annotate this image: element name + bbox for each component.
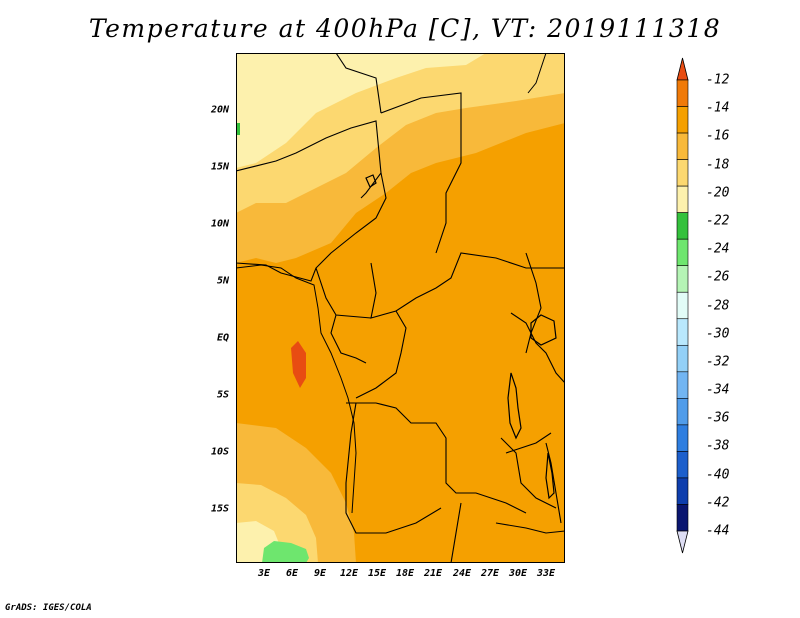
colorbar-swatch (676, 291, 689, 320)
colorbar-label: -12 (706, 72, 730, 88)
lat-tick-5s: 5S (216, 389, 229, 401)
lat-tick-15n: 15N (210, 161, 229, 173)
colorbar-swatch (676, 79, 689, 107)
lon-tick-9e: 9E (313, 568, 327, 579)
colorbar-label: -32 (706, 354, 730, 370)
colorbar-swatch (676, 344, 689, 373)
coastline (236, 264, 357, 514)
colorbar-label: -42 (706, 495, 730, 511)
colorbar-label: -22 (706, 213, 730, 229)
colorbar-label: -40 (706, 467, 730, 483)
colorbar-label: -38 (706, 438, 730, 454)
colorbar-swatch (676, 185, 689, 213)
lon-tick-18e: 18E (395, 568, 415, 579)
lake-malawi (545, 452, 555, 500)
colorbar-swatch (676, 318, 689, 346)
colorbar-label: -16 (706, 128, 730, 144)
lon-tick-27e: 27E (480, 568, 500, 579)
lake-victoria (530, 314, 557, 346)
lat-tick-10s: 10S (210, 446, 229, 458)
colorbar-swatch (676, 504, 689, 532)
lon-tick-30e: 30E (508, 568, 528, 579)
colorbar-label: -14 (706, 100, 730, 116)
lon-tick-21e: 21E (423, 568, 443, 579)
field-minus24 (262, 541, 309, 563)
field-minus12 (291, 341, 306, 388)
colorbar-swatch (676, 451, 689, 479)
colorbar-top-arrow (676, 57, 689, 81)
field-minus20 (236, 53, 486, 168)
field-minus18-patch (331, 111, 391, 138)
colorbar-swatch (676, 106, 689, 134)
colorbar-label: -28 (706, 298, 730, 313)
colorbar-label: -36 (706, 410, 730, 426)
colorbar-label: -20 (706, 185, 730, 201)
lon-tick-24e: 24E (452, 568, 472, 579)
map-title: Temperature at 400hPa [C], VT: 201911131… (88, 14, 722, 43)
colorbar-label: -30 (706, 326, 730, 342)
colorbar-swatch (676, 371, 689, 399)
lon-tick-15e: 15E (367, 568, 387, 579)
colorbar-label: -44 (706, 523, 730, 539)
map-frame (236, 53, 565, 563)
colorbar-swatch (676, 238, 689, 267)
colorbar-label: -34 (706, 382, 730, 398)
colorbar-bottom-arrow (676, 530, 689, 554)
lat-tick-20n: 20N (210, 104, 229, 116)
lat-tick-15s: 15S (210, 503, 229, 515)
colorbar-swatch (676, 212, 689, 240)
grads-credit: GrADS: IGES/COLA (5, 603, 92, 613)
colorbar-label: -26 (706, 269, 730, 285)
colorbar-swatch (676, 159, 689, 187)
lake-chad (365, 174, 377, 188)
colorbar-swatch (676, 424, 689, 452)
temperature-map (236, 53, 565, 563)
lake-tanganyika (507, 372, 522, 440)
field-green-edge (236, 123, 240, 135)
colorbar-label: -18 (706, 157, 730, 173)
colorbar-swatch (676, 265, 689, 293)
colorbar-swatch (676, 132, 689, 160)
lat-tick-eq: EQ (216, 332, 229, 344)
lon-tick-6e: 6E (285, 568, 299, 579)
lon-tick-33e: 33E (536, 568, 556, 579)
colorbar (676, 57, 689, 554)
colorbar-swatch (676, 477, 689, 505)
lon-tick-12e: 12E (339, 568, 359, 579)
colorbar-label: -24 (706, 241, 730, 257)
lat-tick-10n: 10N (210, 218, 229, 230)
lon-tick-3e: 3E (257, 568, 271, 579)
coastline-east (527, 53, 547, 94)
lat-tick-5n: 5N (216, 275, 229, 287)
colorbar-swatch (676, 398, 689, 426)
